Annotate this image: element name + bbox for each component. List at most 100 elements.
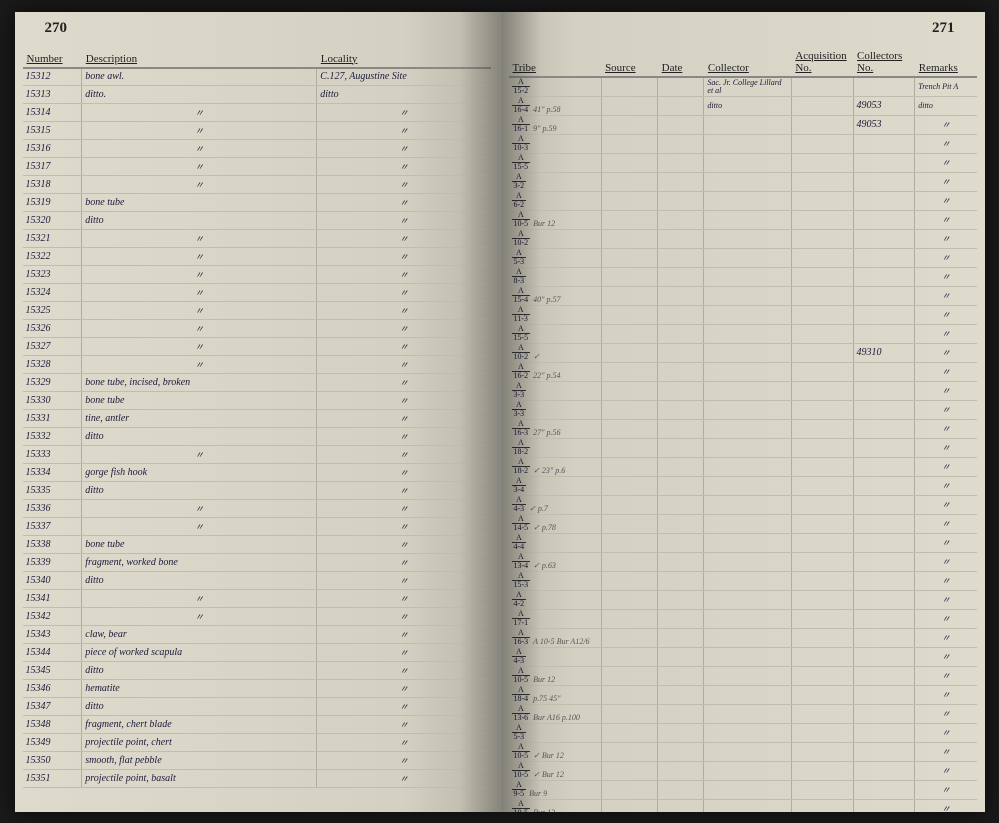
page-number-right: 271 xyxy=(932,20,955,37)
table-row: 15315〃〃 xyxy=(23,122,491,140)
cell-remarks: 〃 xyxy=(915,723,977,742)
table-row: A15-5〃 xyxy=(509,153,977,172)
cell-acquisition xyxy=(791,552,853,571)
cell-tribe: A10-5Bur 12 xyxy=(509,799,602,812)
cell-number: 15317 xyxy=(23,158,82,176)
cell-source xyxy=(601,324,658,343)
cell-number: 15332 xyxy=(23,428,82,446)
cell-collectors-no xyxy=(853,229,915,248)
col-source: Source xyxy=(601,48,658,77)
cell-number: 15320 xyxy=(23,212,82,230)
cell-remarks: 〃 xyxy=(915,609,977,628)
table-row: A16-222" p.54〃 xyxy=(509,362,977,381)
cell-description: 〃 xyxy=(82,302,317,320)
cell-tribe: A4-3✓ p.7 xyxy=(509,495,602,514)
cell-description: 〃 xyxy=(82,590,317,608)
table-row: 15345ditto〃 xyxy=(23,662,491,680)
cell-acquisition xyxy=(791,495,853,514)
cell-collectors-no xyxy=(853,191,915,210)
table-row: A3-3〃 xyxy=(509,400,977,419)
cell-tribe: A16-19" p.59 xyxy=(509,115,602,134)
cell-date xyxy=(658,324,704,343)
cell-collector xyxy=(704,153,791,172)
cell-acquisition xyxy=(791,362,853,381)
cell-tribe: A4-2 xyxy=(509,590,602,609)
cell-source xyxy=(601,723,658,742)
cell-number: 15337 xyxy=(23,518,82,536)
cell-tribe: A5-3 xyxy=(509,723,602,742)
cell-date xyxy=(658,248,704,267)
cell-locality: 〃 xyxy=(317,374,491,392)
cell-locality: 〃 xyxy=(317,500,491,518)
cell-acquisition xyxy=(791,628,853,647)
table-row: 15329bone tube, incised, broken〃 xyxy=(23,374,491,392)
cell-date xyxy=(658,229,704,248)
cell-date xyxy=(658,476,704,495)
cell-collectors-no xyxy=(853,286,915,305)
cell-remarks: 〃 xyxy=(915,666,977,685)
cell-collector xyxy=(704,267,791,286)
cell-collectors-no: 49053 xyxy=(853,115,915,134)
cell-remarks: 〃 xyxy=(915,590,977,609)
cell-collector xyxy=(704,210,791,229)
cell-collector xyxy=(704,324,791,343)
cell-acquisition xyxy=(791,134,853,153)
cell-description: projectile point, basalt xyxy=(82,770,317,788)
cell-number: 15342 xyxy=(23,608,82,626)
cell-collector xyxy=(704,134,791,153)
table-row: A16-441" p.58ditto49053ditto xyxy=(509,96,977,115)
cell-collector xyxy=(704,286,791,305)
cell-number: 15319 xyxy=(23,194,82,212)
table-row: 15320ditto〃 xyxy=(23,212,491,230)
cell-collectors-no xyxy=(853,761,915,780)
cell-description: claw, bear xyxy=(82,626,317,644)
cell-tribe: A3-4 xyxy=(509,476,602,495)
cell-number: 15313 xyxy=(23,86,82,104)
cell-source xyxy=(601,153,658,172)
cell-remarks: 〃 xyxy=(915,457,977,476)
table-row: 15338bone tube〃 xyxy=(23,536,491,554)
cell-description: 〃 xyxy=(82,266,317,284)
cell-locality: 〃 xyxy=(317,176,491,194)
header-row: Tribe Source Date Collector Acquisition … xyxy=(509,48,977,77)
table-row: A4-3〃 xyxy=(509,647,977,666)
cell-collectors-no xyxy=(853,780,915,799)
cell-acquisition xyxy=(791,457,853,476)
cell-description: bone tube xyxy=(82,536,317,554)
cell-description: 〃 xyxy=(82,518,317,536)
cell-remarks: 〃 xyxy=(915,248,977,267)
table-row: A17-1〃 xyxy=(509,609,977,628)
table-row: A13-4✓ p.63〃 xyxy=(509,552,977,571)
cell-description: bone tube, incised, broken xyxy=(82,374,317,392)
cell-remarks: 〃 xyxy=(915,381,977,400)
cell-collectors-no xyxy=(853,77,915,97)
cell-description: gorge fish hook xyxy=(82,464,317,482)
cell-acquisition xyxy=(791,704,853,723)
cell-description: ditto xyxy=(82,662,317,680)
cell-tribe: A10-2✓ xyxy=(509,343,602,362)
cell-tribe: A3-3 xyxy=(509,381,602,400)
cell-collectors-no xyxy=(853,590,915,609)
table-row: 15312bone awl.C.127, Augustine Site xyxy=(23,68,491,86)
cell-source xyxy=(601,172,658,191)
cell-collector xyxy=(704,799,791,812)
cell-collectors-no xyxy=(853,381,915,400)
col-tribe: Tribe xyxy=(509,48,602,77)
cell-source xyxy=(601,647,658,666)
cell-remarks: 〃 xyxy=(915,419,977,438)
table-row: A10-5Bur 12〃 xyxy=(509,666,977,685)
cell-tribe: A6-2 xyxy=(509,191,602,210)
cell-acquisition xyxy=(791,153,853,172)
table-row: A13-6Bur A16 p.100〃 xyxy=(509,704,977,723)
cell-number: 15331 xyxy=(23,410,82,428)
cell-remarks: 〃 xyxy=(915,761,977,780)
cell-tribe: A10-5✓ Bur 12 xyxy=(509,742,602,761)
left-page: 270 Number Description Locality 15312bon… xyxy=(15,12,501,812)
cell-source xyxy=(601,248,658,267)
cell-description: 〃 xyxy=(82,320,317,338)
table-row: 15317〃〃 xyxy=(23,158,491,176)
cell-acquisition xyxy=(791,324,853,343)
cell-number: 15329 xyxy=(23,374,82,392)
cell-remarks: Trench Pit A xyxy=(915,77,977,97)
cell-acquisition xyxy=(791,115,853,134)
